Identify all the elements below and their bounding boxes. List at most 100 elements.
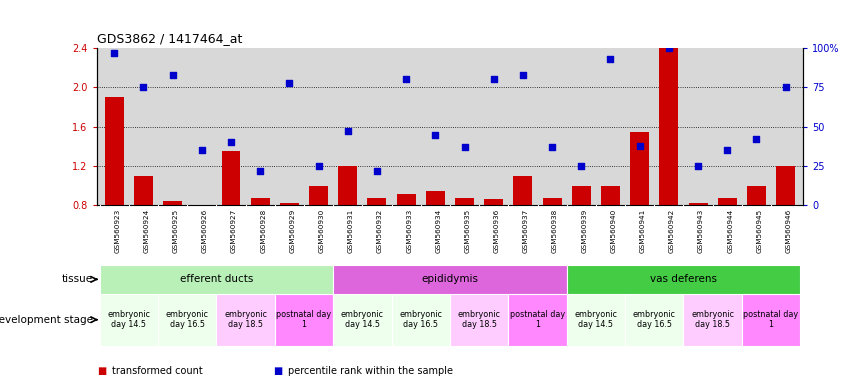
Bar	[542, 197, 562, 284]
Bar	[572, 186, 590, 284]
Point	[574, 163, 588, 169]
Text: development stage: development stage	[0, 314, 93, 325]
Bar	[484, 199, 503, 284]
Text: postnatal day
1: postnatal day 1	[510, 310, 565, 329]
Text: GSM560930: GSM560930	[319, 209, 325, 253]
Bar	[455, 197, 474, 284]
Point	[312, 163, 325, 169]
Text: epididymis: epididymis	[421, 274, 479, 285]
Point	[166, 72, 179, 78]
Text: embryonic
day 16.5: embryonic day 16.5	[399, 310, 442, 329]
Text: embryonic
day 14.5: embryonic day 14.5	[574, 310, 617, 329]
Bar	[742, 294, 801, 346]
Bar	[99, 265, 333, 294]
Point	[749, 136, 763, 142]
Bar	[251, 197, 270, 284]
Text: GSM560929: GSM560929	[289, 209, 295, 253]
Text: GSM560933: GSM560933	[406, 209, 412, 253]
Text: embryonic
day 18.5: embryonic day 18.5	[224, 310, 267, 329]
Text: GSM560937: GSM560937	[523, 209, 529, 253]
Bar	[193, 205, 211, 284]
Text: embryonic
day 18.5: embryonic day 18.5	[691, 310, 734, 329]
Point	[545, 144, 558, 150]
Text: GSM560923: GSM560923	[114, 209, 120, 253]
Bar	[426, 191, 445, 284]
Bar	[163, 200, 182, 284]
Bar	[747, 186, 766, 284]
Point	[662, 45, 675, 51]
Bar	[450, 294, 508, 346]
Bar	[625, 294, 684, 346]
Text: GSM560925: GSM560925	[172, 209, 178, 253]
Point	[458, 144, 471, 150]
Text: GSM560940: GSM560940	[611, 209, 616, 253]
Bar	[309, 186, 328, 284]
Text: vas deferens: vas deferens	[650, 274, 717, 285]
Text: efferent ducts: efferent ducts	[180, 274, 253, 285]
Text: GSM560928: GSM560928	[260, 209, 267, 253]
Text: GSM560941: GSM560941	[640, 209, 646, 253]
Bar	[333, 294, 392, 346]
Point	[487, 76, 500, 83]
Text: transformed count: transformed count	[112, 366, 203, 376]
Point	[283, 79, 296, 86]
Text: tissue: tissue	[61, 274, 93, 285]
Bar	[158, 294, 216, 346]
Text: GSM560945: GSM560945	[756, 209, 763, 253]
Point	[137, 84, 151, 91]
Bar	[689, 204, 707, 284]
Text: GSM560936: GSM560936	[494, 209, 500, 253]
Text: GSM560926: GSM560926	[202, 209, 208, 253]
Bar	[368, 197, 387, 284]
Text: GSM560944: GSM560944	[727, 209, 733, 253]
Bar	[105, 97, 124, 284]
Text: GSM560938: GSM560938	[552, 209, 558, 253]
Bar	[392, 294, 450, 346]
Text: GSM560924: GSM560924	[144, 209, 150, 253]
Point	[429, 131, 442, 138]
Point	[370, 168, 383, 174]
Text: GSM560943: GSM560943	[698, 209, 704, 253]
Bar	[216, 294, 275, 346]
Point	[691, 163, 705, 169]
Text: ■: ■	[273, 366, 283, 376]
Point	[399, 76, 413, 83]
Point	[108, 50, 121, 56]
Text: GSM560931: GSM560931	[348, 209, 354, 253]
Text: GSM560934: GSM560934	[436, 209, 442, 253]
Bar	[333, 265, 567, 294]
Point	[604, 56, 617, 62]
Point	[516, 72, 530, 78]
Text: GSM560927: GSM560927	[231, 209, 237, 253]
Text: postnatal day
1: postnatal day 1	[277, 310, 331, 329]
Bar	[684, 294, 742, 346]
Bar	[630, 132, 649, 284]
Bar	[776, 166, 795, 284]
Bar	[134, 176, 153, 284]
Text: embryonic
day 16.5: embryonic day 16.5	[632, 310, 676, 329]
Point	[341, 128, 355, 134]
Text: GSM560942: GSM560942	[669, 209, 674, 253]
Point	[721, 147, 734, 154]
Text: embryonic
day 18.5: embryonic day 18.5	[458, 310, 500, 329]
Text: percentile rank within the sample: percentile rank within the sample	[288, 366, 453, 376]
Text: GSM560932: GSM560932	[377, 209, 383, 253]
Text: GDS3862 / 1417464_at: GDS3862 / 1417464_at	[97, 32, 242, 45]
Text: GSM560946: GSM560946	[785, 209, 791, 253]
Bar	[659, 48, 679, 284]
Bar	[567, 294, 625, 346]
Text: embryonic
day 14.5: embryonic day 14.5	[341, 310, 383, 329]
Text: embryonic
day 14.5: embryonic day 14.5	[108, 310, 151, 329]
Text: GSM560935: GSM560935	[464, 209, 470, 253]
Point	[779, 84, 792, 91]
Point	[225, 139, 238, 146]
Text: embryonic
day 16.5: embryonic day 16.5	[166, 310, 209, 329]
Text: GSM560939: GSM560939	[581, 209, 587, 253]
Bar	[280, 204, 299, 284]
Point	[195, 147, 209, 154]
Text: postnatal day
1: postnatal day 1	[743, 310, 799, 329]
Bar	[275, 294, 333, 346]
Bar	[567, 265, 801, 294]
Bar	[513, 176, 532, 284]
Bar	[717, 197, 737, 284]
